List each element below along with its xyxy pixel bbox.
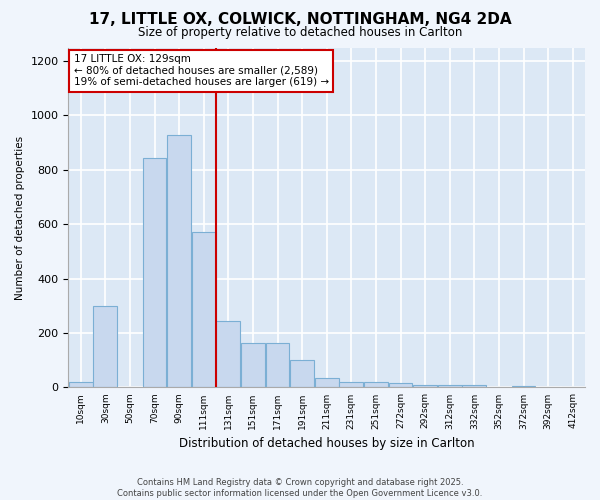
Bar <box>364 382 388 388</box>
Bar <box>340 382 363 388</box>
Bar <box>94 306 117 388</box>
Text: 17, LITTLE OX, COLWICK, NOTTINGHAM, NG4 2DA: 17, LITTLE OX, COLWICK, NOTTINGHAM, NG4 … <box>89 12 511 28</box>
Bar <box>143 158 166 388</box>
Bar <box>192 232 215 388</box>
Bar <box>241 342 265 388</box>
X-axis label: Distribution of detached houses by size in Carlton: Distribution of detached houses by size … <box>179 437 475 450</box>
Bar <box>463 386 486 388</box>
Bar <box>217 321 240 388</box>
Bar <box>512 386 535 388</box>
Y-axis label: Number of detached properties: Number of detached properties <box>15 136 25 300</box>
Bar <box>266 342 289 388</box>
Text: Size of property relative to detached houses in Carlton: Size of property relative to detached ho… <box>138 26 462 39</box>
Bar <box>389 384 412 388</box>
Bar <box>167 134 191 388</box>
Bar <box>438 384 461 388</box>
Text: 17 LITTLE OX: 129sqm
← 80% of detached houses are smaller (2,589)
19% of semi-de: 17 LITTLE OX: 129sqm ← 80% of detached h… <box>74 54 329 88</box>
Text: Contains HM Land Registry data © Crown copyright and database right 2025.
Contai: Contains HM Land Registry data © Crown c… <box>118 478 482 498</box>
Bar <box>69 382 92 388</box>
Bar <box>413 384 437 388</box>
Bar <box>315 378 338 388</box>
Bar <box>290 360 314 388</box>
